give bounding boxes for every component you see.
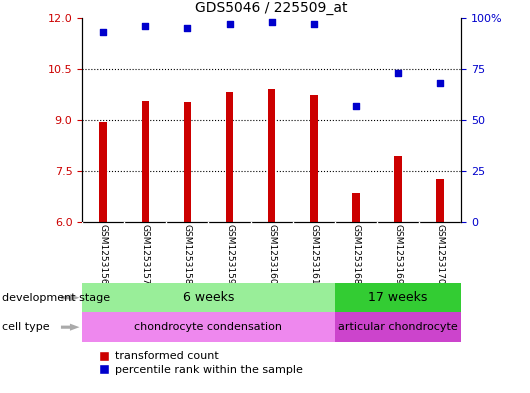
Point (351, 103, 360, 109)
Point (394, 70, 402, 76)
Bar (436, 180, 444, 222)
Text: GSM1253160: GSM1253160 (267, 224, 276, 285)
Bar (394, 156, 402, 222)
Bar (335, 283, 461, 312)
Point (267, 18, 276, 25)
Text: GSM1253169: GSM1253169 (393, 224, 402, 285)
Bar (142, 101, 149, 222)
Point (436, 80, 444, 86)
Title: GDS5046 / 225509_at: GDS5046 / 225509_at (196, 1, 348, 15)
Bar (226, 92, 233, 222)
Bar (183, 102, 191, 222)
Bar (82, 312, 335, 342)
Text: articular chondrocyte: articular chondrocyte (338, 322, 458, 332)
Text: development stage: development stage (2, 293, 110, 303)
Text: GSM1253157: GSM1253157 (141, 224, 150, 285)
Text: GSM1253168: GSM1253168 (351, 224, 360, 285)
Text: GSM1253170: GSM1253170 (436, 224, 445, 285)
Bar (100, 122, 107, 222)
Point (310, 21, 318, 27)
Text: 17 weeks: 17 weeks (368, 291, 428, 304)
Text: GSM1253161: GSM1253161 (309, 224, 318, 285)
Bar (335, 312, 461, 342)
Text: chondrocyte condensation: chondrocyte condensation (135, 322, 282, 332)
Text: cell type: cell type (2, 322, 49, 332)
Bar (82, 283, 335, 312)
Bar (310, 95, 317, 222)
Text: 6 weeks: 6 weeks (183, 291, 234, 304)
Text: GSM1253156: GSM1253156 (99, 224, 108, 285)
Bar (268, 88, 276, 222)
Point (99, 29, 108, 35)
Legend: transformed count, percentile rank within the sample: transformed count, percentile rank withi… (98, 351, 303, 375)
Bar (352, 193, 360, 222)
Text: GSM1253158: GSM1253158 (183, 224, 192, 285)
Point (225, 21, 234, 27)
Point (183, 25, 192, 31)
Text: GSM1253159: GSM1253159 (225, 224, 234, 285)
Point (141, 23, 149, 29)
